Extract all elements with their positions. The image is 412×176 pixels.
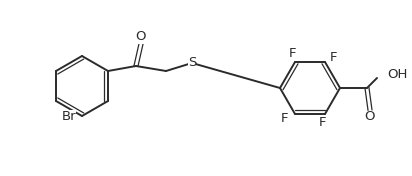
Text: OH: OH — [387, 68, 407, 81]
Text: Br: Br — [61, 109, 76, 122]
Text: S: S — [188, 55, 196, 68]
Text: F: F — [319, 117, 327, 130]
Text: F: F — [289, 46, 297, 59]
Text: O: O — [365, 111, 375, 124]
Text: O: O — [136, 30, 146, 43]
Text: F: F — [281, 112, 289, 125]
Text: F: F — [330, 51, 338, 64]
